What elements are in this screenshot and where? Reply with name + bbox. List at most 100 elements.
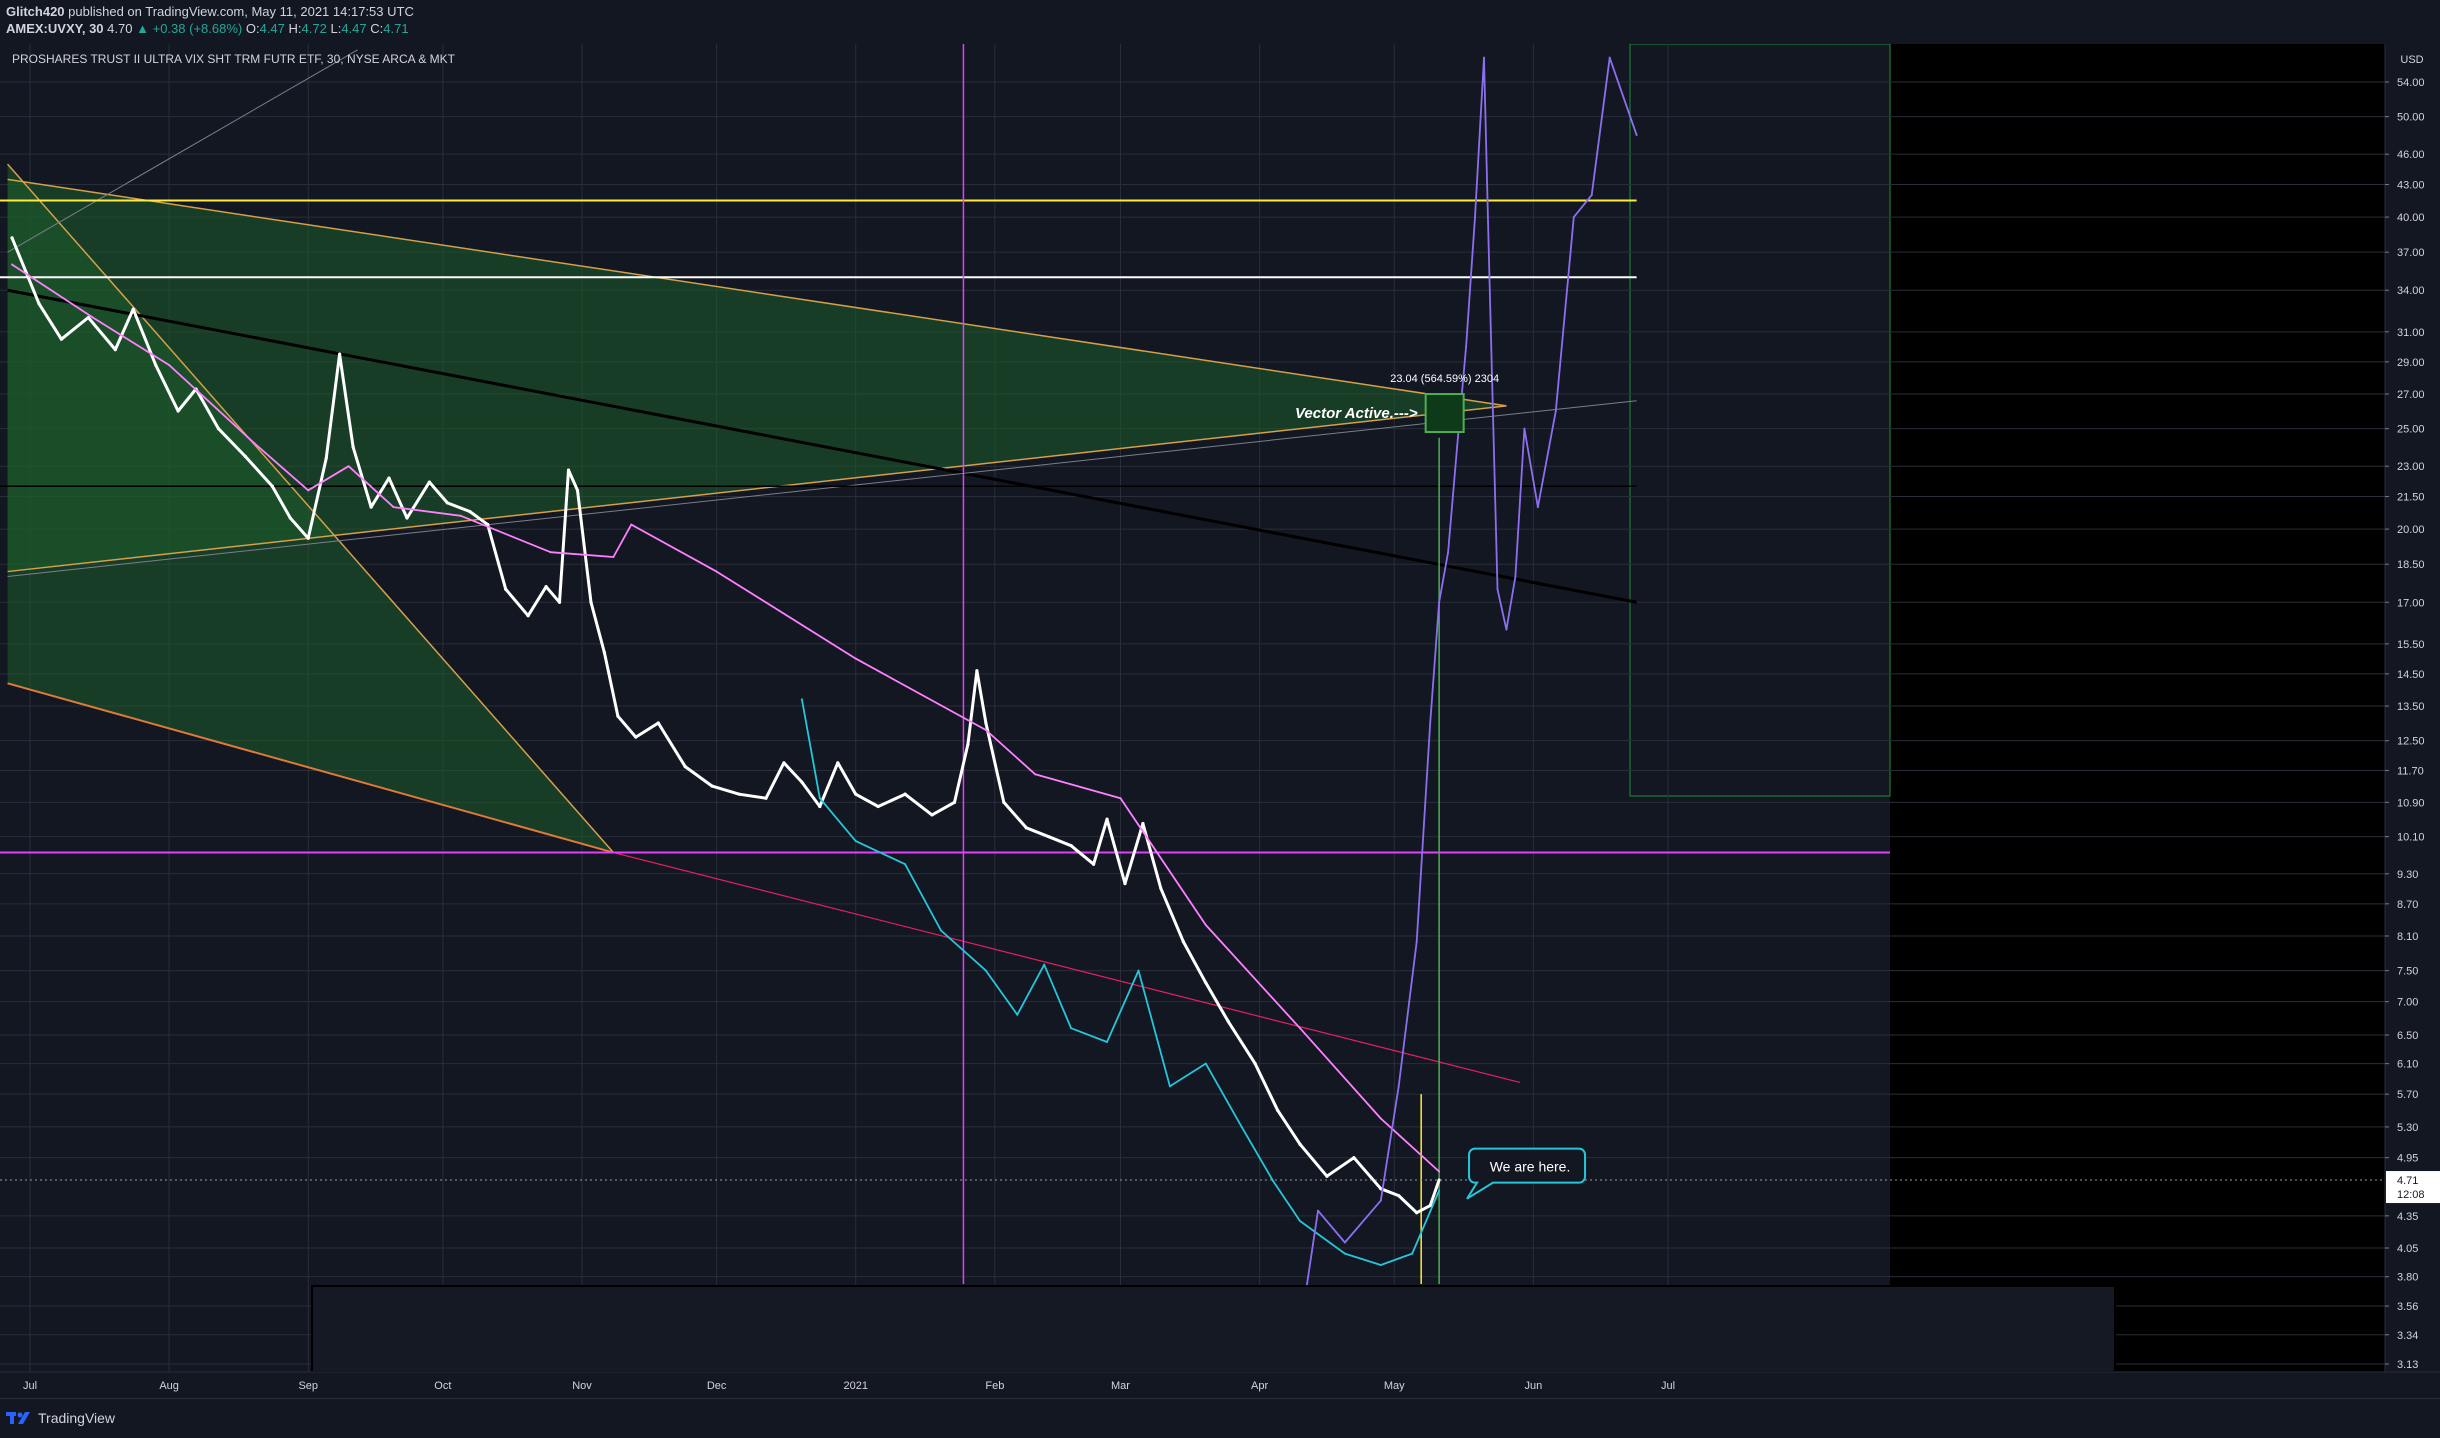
price-tick-label: 21.50 — [2397, 492, 2425, 504]
time-tick-label: Mar — [1111, 1380, 1130, 1392]
series-point-1 — [1299, 1027, 1302, 1030]
change-arrow-icon: ▲ — [136, 21, 149, 36]
series-point-0 — [836, 761, 840, 765]
series-point-2 — [1106, 1041, 1109, 1044]
price-tick-label: 3.56 — [2397, 1301, 2418, 1313]
series-point-0 — [338, 352, 342, 356]
published-text: published on TradingView.com, May 11, 20… — [68, 4, 414, 19]
series-point-1 — [168, 363, 171, 366]
series-point-3 — [1523, 427, 1526, 430]
series-point-0 — [216, 427, 221, 431]
series-point-1 — [1379, 1117, 1382, 1120]
series-point-3 — [1635, 134, 1638, 137]
time-axis[interactable]: Jul Aug Sep Oct Nov Dec 2021 Feb Mar Apr May Jun Jul — [0, 1371, 2440, 1398]
series-point-0 — [1105, 817, 1109, 821]
price-tick-label: 6.50 — [2397, 1030, 2418, 1042]
series-point-0 — [1047, 835, 1051, 839]
series-line-3 — [1303, 56, 1638, 1302]
series-point-3 — [1554, 410, 1557, 413]
wedge-base-line — [7, 682, 614, 854]
current-price-label: 4.71 — [2397, 1175, 2418, 1187]
price-axis-unit: USD — [2400, 54, 2423, 66]
series-point-0 — [1181, 939, 1185, 944]
series-point-0 — [504, 587, 508, 591]
footer-bar: TradingView — [0, 1398, 2440, 1438]
price-tick-label: 8.70 — [2397, 899, 2418, 911]
series-point-0 — [975, 669, 979, 673]
series-point-0 — [59, 337, 64, 341]
time-tick-label: May — [1384, 1380, 1405, 1392]
grey-trendline — [7, 400, 1637, 578]
we-are-here-callout — [1466, 1147, 1587, 1200]
price-chart[interactable]: Vector Active.---> 23.04 (564.59%) 2304 We… — [0, 44, 2440, 1398]
series-point-0 — [270, 484, 274, 488]
time-tick-label: Jul — [23, 1380, 37, 1392]
series-point-2 — [1411, 1252, 1414, 1255]
series-point-2 — [1272, 1180, 1275, 1183]
series-point-1 — [307, 489, 310, 492]
price-tick-label: 18.50 — [2397, 559, 2425, 571]
series-point-0 — [154, 363, 158, 367]
series-point-3 — [1608, 56, 1611, 59]
series-point-2 — [1240, 1125, 1243, 1128]
series-point-0 — [1415, 1211, 1419, 1215]
series-point-3 — [1505, 628, 1508, 631]
author-name[interactable]: Glitch420 — [6, 4, 65, 19]
series-point-3 — [1447, 551, 1450, 554]
series-point-0 — [1352, 1156, 1356, 1160]
high-value: 4.72 — [301, 21, 327, 36]
series-point-0 — [10, 236, 14, 240]
series-point-0 — [1226, 1019, 1230, 1024]
series-line-2 — [801, 699, 1440, 1266]
series-point-2 — [939, 929, 942, 932]
price-tick-label: 40.00 — [2397, 212, 2425, 224]
series-point-0 — [1141, 821, 1145, 826]
series-point-1 — [984, 729, 987, 732]
current-price-marker — [2386, 1171, 2440, 1204]
upper-trendline — [7, 178, 1507, 407]
series-point-3 — [1438, 601, 1441, 604]
series-point-0 — [306, 536, 310, 540]
price-tick-label: 50.00 — [2397, 112, 2425, 124]
series-point-2 — [904, 863, 907, 866]
series-point-3 — [1429, 722, 1432, 725]
series-point-3 — [1397, 1085, 1400, 1088]
price-axis-background — [2385, 44, 2440, 1372]
change-value: +0.38 (+8.68%) — [152, 21, 243, 36]
black-trendline — [7, 288, 1637, 604]
series-point-1 — [253, 442, 256, 445]
series-point-0 — [351, 445, 355, 449]
series-point-0 — [369, 505, 373, 509]
series-point-1 — [347, 465, 350, 468]
price-tick-label: 8.10 — [2397, 931, 2418, 943]
series-point-0 — [1024, 826, 1028, 830]
series-point-2 — [1379, 1263, 1382, 1266]
series-point-0 — [526, 614, 530, 618]
series-point-0 — [737, 792, 741, 796]
price-tick-label: 13.50 — [2397, 701, 2425, 713]
series-point-0 — [566, 468, 571, 472]
series-point-0 — [930, 813, 934, 817]
tradingview-logo-icon — [6, 1412, 30, 1424]
series-point-2 — [1438, 1189, 1441, 1192]
ohlc-row: AMEX:UVXY, 30 4.70 ▲ +0.38 (+8.68%) O:4.… — [6, 21, 409, 36]
price-tick-label: 34.00 — [2397, 285, 2425, 297]
descending-trendline — [6, 163, 614, 854]
low-label: L: — [330, 21, 342, 36]
series-point-3 — [1514, 575, 1517, 578]
series-point-2 — [1016, 1013, 1019, 1016]
price-tick-label: 9.30 — [2397, 869, 2418, 881]
price-tick-label: 4.35 — [2397, 1211, 2418, 1223]
chart-series — [10, 56, 1638, 1303]
series-point-0 — [602, 651, 607, 655]
series-point-0 — [1428, 1204, 1432, 1208]
series-point-0 — [683, 765, 687, 769]
price-axis[interactable]: USD 54.00 50.00 46.00 43.00 40.00 37.00 34.00 31… — [2384, 44, 2440, 1372]
time-tick-label: Feb — [985, 1380, 1004, 1392]
time-tick-label: Nov — [572, 1380, 592, 1392]
series-point-0 — [86, 315, 90, 320]
tradingview-brand[interactable]: TradingView — [6, 1410, 115, 1426]
low-value: 4.47 — [341, 21, 367, 36]
vector-active-label: Vector Active.---> — [1295, 405, 1418, 422]
symbol-label[interactable]: AMEX:UVXY, 30 — [6, 21, 104, 36]
